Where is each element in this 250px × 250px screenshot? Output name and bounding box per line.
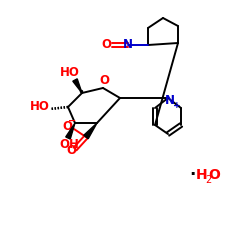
Text: O: O — [208, 168, 220, 182]
Text: O: O — [66, 144, 76, 156]
Polygon shape — [84, 123, 97, 139]
Text: +: + — [173, 102, 181, 110]
Text: O: O — [62, 120, 72, 134]
Polygon shape — [73, 79, 82, 93]
Text: HO: HO — [30, 100, 50, 114]
Text: HO: HO — [60, 66, 80, 80]
Text: O: O — [101, 38, 111, 51]
Text: 2: 2 — [205, 175, 211, 185]
Polygon shape — [66, 123, 75, 139]
Text: OH: OH — [59, 138, 79, 151]
Text: H: H — [196, 168, 208, 182]
Text: O: O — [99, 74, 109, 88]
Text: N: N — [165, 94, 175, 108]
Text: N: N — [123, 38, 133, 51]
Text: ·: · — [189, 166, 195, 184]
Text: −: − — [68, 116, 76, 126]
